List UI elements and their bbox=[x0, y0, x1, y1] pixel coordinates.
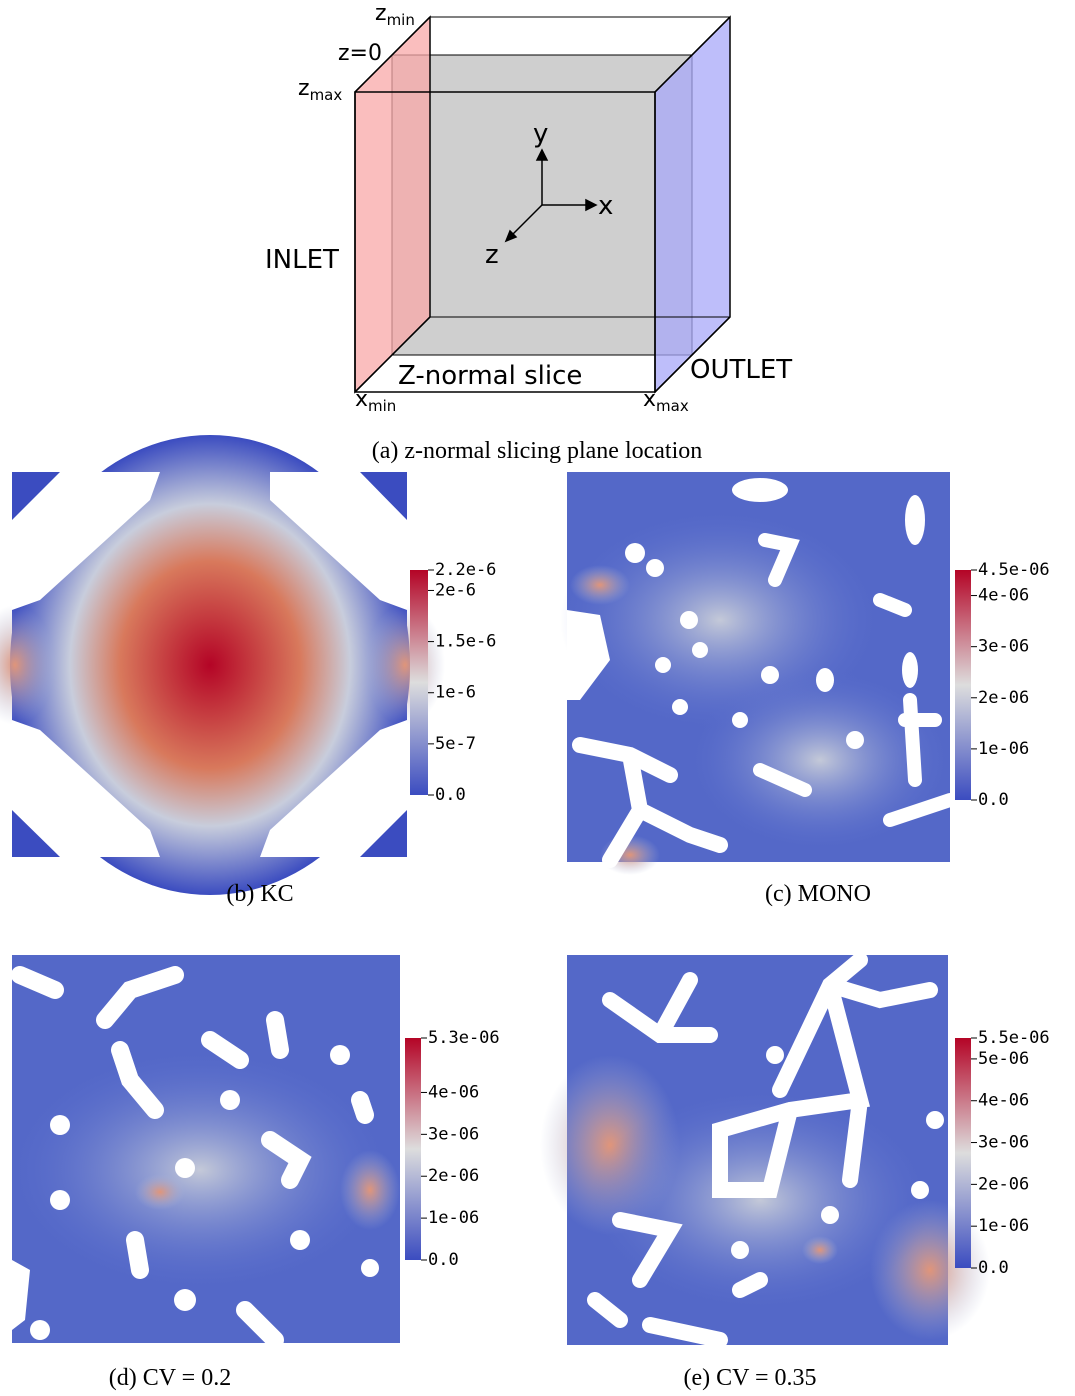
xmin-label: xmin bbox=[355, 387, 396, 415]
colorbar-tick-label: 1e-06 bbox=[978, 739, 1029, 759]
colorbar-tick-label: 5.3e-06 bbox=[428, 1028, 500, 1048]
colorbar-tick-label: 0.0 bbox=[435, 785, 466, 805]
colorbar-tick-label: 4e-06 bbox=[428, 1082, 479, 1102]
caption: (d) CV = 0.2 bbox=[109, 1365, 231, 1391]
colorbar-tick-label: 3e-06 bbox=[428, 1124, 479, 1144]
caption: (b) KC bbox=[226, 881, 293, 907]
colorbar-tick-label: 5e-06 bbox=[978, 1049, 1029, 1069]
heatmap bbox=[540, 952, 990, 1348]
colorbar-tick-label: 0.0 bbox=[978, 1258, 1009, 1278]
colorbar bbox=[955, 570, 971, 800]
inlet-label: INLET bbox=[265, 245, 339, 275]
zmax-label: zmax bbox=[298, 76, 342, 104]
panels: (b) KC 0.0 5e-7 1e-6 1.5e-6 2e-62.2e-6 (c) MON… bbox=[109, 560, 1050, 1391]
colorbar bbox=[955, 1038, 971, 1268]
colorbar-tick-label: 5.5e-06 bbox=[978, 1028, 1050, 1048]
colorbar-tick-label: 0.0 bbox=[978, 790, 1009, 810]
colorbar-tick-label: 2e-06 bbox=[978, 1174, 1029, 1194]
colorbar-tick-label: 5e-7 bbox=[435, 734, 476, 754]
caption: (e) CV = 0.35 bbox=[683, 1365, 816, 1391]
colorbar-tick-label: 0.0 bbox=[428, 1250, 459, 1270]
colorbar-tick-label: 1.5e-6 bbox=[435, 632, 496, 652]
z0-label: z=0 bbox=[338, 41, 382, 66]
zmin-label: zmin bbox=[375, 1, 415, 29]
colorbar-tick-label: 1e-6 bbox=[435, 683, 476, 703]
caption: (a) z-normal slicing plane location bbox=[372, 438, 703, 464]
outlet-label: OUTLET bbox=[690, 355, 792, 385]
colorbar-tick-label: 2e-06 bbox=[978, 688, 1029, 708]
colorbar-tick-label: 1e-06 bbox=[428, 1208, 479, 1228]
colorbar-tick-label: 2.2e-6 bbox=[435, 560, 496, 580]
domain-diagram bbox=[354, 15, 731, 394]
colorbar-tick-label: 4e-06 bbox=[978, 586, 1029, 606]
colorbar-tick-label: 4.5e-06 bbox=[978, 560, 1050, 580]
colorbar-tick-label: 2e-06 bbox=[428, 1166, 479, 1186]
colorbar bbox=[405, 1038, 421, 1260]
caption: (c) MONO bbox=[765, 881, 871, 907]
colorbar-tick-label: 2e-6 bbox=[435, 580, 476, 600]
colorbar-tick-label: 3e-06 bbox=[978, 637, 1029, 657]
axis-z-label: z bbox=[485, 240, 499, 270]
colorbar-tick-label: 4e-06 bbox=[978, 1091, 1029, 1111]
heatmap bbox=[10, 955, 400, 1349]
colorbar-tick-label: 3e-06 bbox=[978, 1133, 1029, 1153]
xmax-label: xmax bbox=[643, 387, 689, 415]
colorbar-tick-label: 1e-06 bbox=[978, 1216, 1029, 1236]
axis-y-label: y bbox=[533, 119, 548, 149]
heatmap bbox=[560, 472, 957, 875]
heatmap bbox=[0, 435, 445, 895]
axis-x-label: x bbox=[598, 191, 613, 221]
colorbar bbox=[410, 570, 428, 795]
slice-label: Z-normal slice bbox=[398, 361, 582, 391]
